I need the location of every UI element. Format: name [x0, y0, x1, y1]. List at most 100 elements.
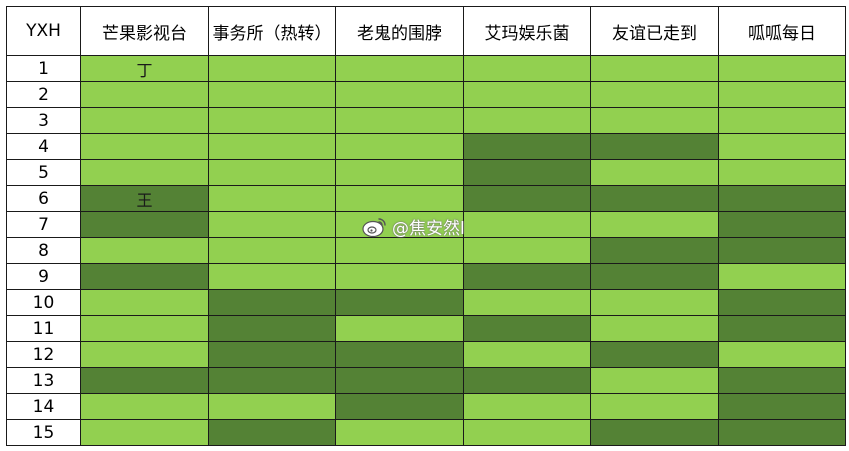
table-cell: [718, 133, 846, 160]
column-header-mango-tv: 芒果影视台: [80, 6, 209, 56]
table-row: 4: [6, 133, 846, 160]
table-cell: [590, 367, 719, 394]
table-cell: [463, 55, 591, 82]
table-cell: [718, 315, 846, 342]
table-cell: [80, 159, 209, 186]
column-header-yxh: YXH: [6, 6, 81, 56]
column-header-aima: 艾玛娱乐菌: [463, 6, 591, 56]
table-cell: [80, 419, 209, 446]
table-cell: [463, 315, 591, 342]
table-cell: [718, 367, 846, 394]
table-row: 13: [6, 367, 846, 394]
table-cell: [335, 367, 464, 394]
table-cell: [80, 263, 209, 290]
table-cell: [463, 211, 591, 238]
row-index: 6: [6, 185, 81, 212]
table-cell: [335, 419, 464, 446]
table-cell: [208, 393, 336, 420]
column-header-laogui: 老鬼的围脖: [335, 6, 464, 56]
table-cell: [80, 367, 209, 394]
table-cell: [208, 107, 336, 134]
table-cell: [335, 159, 464, 186]
table-cell: [335, 289, 464, 316]
table-cell: [208, 263, 336, 290]
table-cell: [718, 107, 846, 134]
table-cell: [80, 133, 209, 160]
table-cell: [590, 263, 719, 290]
table-cell: [463, 133, 591, 160]
table-cell: [463, 237, 591, 264]
table-cell: [208, 289, 336, 316]
table-cell: [335, 341, 464, 368]
table-cell: [80, 289, 209, 316]
table-cell: [718, 341, 846, 368]
table-cell: [590, 315, 719, 342]
table-cell: [208, 237, 336, 264]
table-cell: [208, 315, 336, 342]
column-header-youyi: 友谊已走到: [590, 6, 719, 56]
table-cell: [208, 55, 336, 82]
table-cell: [80, 237, 209, 264]
column-header-guagua: 呱呱每日: [718, 6, 846, 56]
table-cell: [208, 185, 336, 212]
table-cell: [80, 341, 209, 368]
table-cell: [463, 367, 591, 394]
table-cell: [80, 81, 209, 108]
table-cell: [335, 185, 464, 212]
table-cell: [718, 237, 846, 264]
table-cell: [463, 185, 591, 212]
data-table: YXH 芒果影视台 事务所（热转） 老鬼的围脖 艾玛娱乐菌 友谊已走到 呱呱每日…: [6, 6, 846, 446]
row-index: 13: [6, 367, 81, 394]
table-cell: [718, 55, 846, 82]
table-cell: [335, 211, 464, 238]
table-cell: [590, 159, 719, 186]
table-cell: [208, 341, 336, 368]
table-cell: [590, 419, 719, 446]
table-cell: [80, 211, 209, 238]
table-cell: [463, 393, 591, 420]
table-row: 5: [6, 159, 846, 186]
table-cell: [463, 341, 591, 368]
row-index: 5: [6, 159, 81, 186]
table-cell: [590, 341, 719, 368]
table-cell: [463, 289, 591, 316]
table-cell: 丁: [80, 55, 209, 82]
table-cell: [718, 185, 846, 212]
row-index: 15: [6, 419, 81, 446]
table-cell: [208, 419, 336, 446]
table-cell: [590, 211, 719, 238]
table-body: 1 丁 2 3 4 5 6 王 7 8 9 10 11 12 13 14 15: [6, 55, 846, 446]
row-index: 2: [6, 81, 81, 108]
table-cell: [463, 81, 591, 108]
table-cell: [590, 133, 719, 160]
table-cell: [718, 289, 846, 316]
table-cell: [335, 393, 464, 420]
row-index: 8: [6, 237, 81, 264]
table-cell: [718, 81, 846, 108]
table-cell: [335, 107, 464, 134]
table-cell: [80, 315, 209, 342]
table-cell: [80, 393, 209, 420]
row-index: 14: [6, 393, 81, 420]
column-header-agency: 事务所（热转）: [208, 6, 336, 56]
row-index: 3: [6, 107, 81, 134]
table-cell: [718, 419, 846, 446]
table-cell: [590, 185, 719, 212]
table-cell: [208, 211, 336, 238]
row-index: 12: [6, 341, 81, 368]
table-cell: [208, 81, 336, 108]
table-cell: [208, 133, 336, 160]
table-cell: [718, 263, 846, 290]
table-cell: [208, 159, 336, 186]
table-row: 9: [6, 263, 846, 290]
table-cell: [590, 81, 719, 108]
table-cell: [590, 237, 719, 264]
table-row: 3: [6, 107, 846, 134]
table-cell: [590, 107, 719, 134]
table-row: 10: [6, 289, 846, 316]
table-cell: [335, 81, 464, 108]
table-cell: [463, 263, 591, 290]
table-row: 15: [6, 419, 846, 446]
table-cell: [80, 107, 209, 134]
